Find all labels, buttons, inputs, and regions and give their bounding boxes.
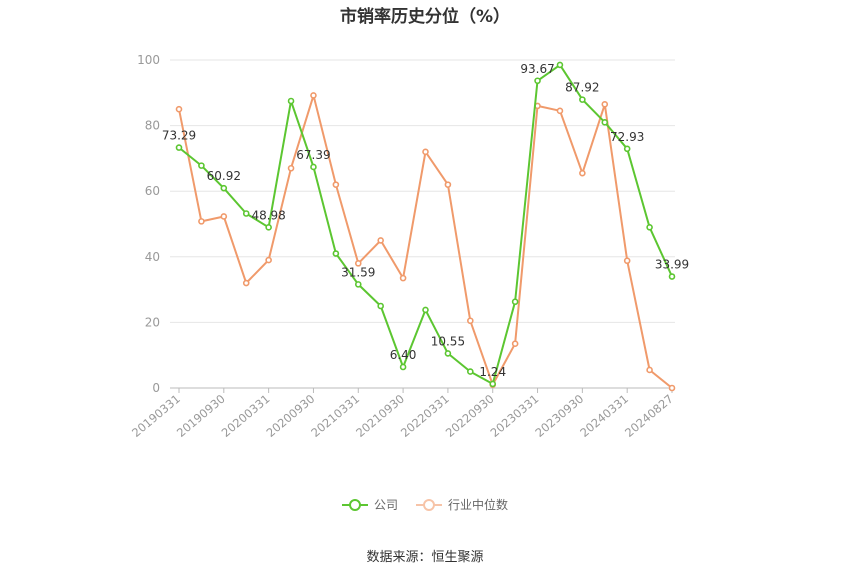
- data-point-company: [175, 144, 183, 151]
- data-point-company: [265, 224, 272, 231]
- source-note: 数据来源：恒生聚源: [366, 550, 484, 565]
- data-point-company: [354, 281, 362, 288]
- data-point-company: [556, 61, 564, 69]
- legend: 公司 行业中位数: [0, 496, 850, 513]
- y-axis: 0 20 40 60 80 100: [137, 53, 160, 395]
- data-point-industry-median: [377, 237, 384, 244]
- data-point-company: [377, 302, 384, 310]
- data-label: 87.92: [565, 81, 599, 95]
- data-point-industry-median: [287, 164, 295, 172]
- data-point-company: [399, 363, 407, 371]
- data-point-company: [511, 298, 519, 306]
- y-tick-label: 100: [137, 53, 160, 67]
- x-tick-label: 20190331: [129, 392, 183, 440]
- x-tick-label: 20240331: [577, 392, 631, 440]
- legend-item-company[interactable]: 公司: [341, 496, 398, 513]
- data-point-company: [534, 77, 541, 85]
- data-point-industry-median: [511, 340, 519, 348]
- data-point-industry-median: [175, 105, 183, 113]
- legend-swatch-industry-median: [416, 498, 442, 511]
- y-tick-label: 20: [145, 315, 160, 329]
- data-point-company: [668, 273, 676, 280]
- data-point-industry-median: [332, 181, 340, 188]
- legend-label-company: 公司: [373, 498, 398, 512]
- data-point-industry-median: [399, 274, 407, 282]
- data-point-company: [646, 223, 653, 231]
- x-axis: 2019033120190930202003312020093020210331…: [129, 387, 676, 440]
- x-tick-label: 20190930: [174, 392, 228, 440]
- data-label: 6.40: [390, 348, 417, 362]
- data-point-industry-median: [444, 181, 452, 188]
- data-label: 67.39: [296, 148, 330, 162]
- data-point-company: [579, 96, 586, 103]
- data-point-company: [601, 119, 609, 126]
- data-point-industry-median: [601, 100, 609, 108]
- data-point-company: [242, 210, 250, 217]
- data-point-industry-median: [579, 169, 586, 177]
- x-tick-label: 20210930: [353, 392, 407, 440]
- data-point-company: [310, 163, 317, 171]
- data-point-industry-median: [556, 107, 564, 115]
- data-point-industry-median: [310, 92, 317, 99]
- data-label: 31.59: [341, 265, 375, 279]
- data-label: 60.92: [207, 169, 241, 183]
- data-point-company: [220, 184, 228, 192]
- x-tick-label: 20230331: [488, 392, 542, 440]
- data-point-industry-median: [422, 148, 429, 156]
- data-label: 73.29: [162, 129, 196, 143]
- x-tick-label: 20220331: [398, 392, 452, 440]
- data-point-industry-median: [198, 218, 205, 225]
- data-point-industry-median: [467, 317, 474, 325]
- data-label: 10.55: [431, 334, 465, 348]
- data-point-company: [444, 350, 452, 357]
- data-point-company: [623, 145, 631, 153]
- legend-swatch-company: [341, 498, 368, 511]
- data-point-company: [422, 306, 429, 314]
- data-point-industry-median: [265, 256, 272, 264]
- data-label: 33.99: [655, 258, 689, 272]
- series-line-company: [178, 63, 673, 385]
- x-tick-label: 20200331: [219, 392, 273, 440]
- data-point-company: [198, 162, 205, 169]
- grid-lines: [170, 59, 675, 323]
- data-point-industry-median: [668, 384, 676, 392]
- data-labels: 73.29 60.92 48.98 67.39 31.59 6.40 10.55 1.24 93…: [162, 62, 689, 379]
- data-label: 72.93: [610, 130, 644, 144]
- chart-title: 市销率历史分位（%）: [339, 7, 511, 27]
- data-point-industry-median: [623, 257, 631, 265]
- data-point-industry-median: [354, 260, 362, 267]
- y-tick-label: 80: [145, 119, 160, 133]
- legend-label-industry-median: 行业中位数: [448, 498, 509, 512]
- y-tick-label: 0: [152, 381, 160, 395]
- data-label: 1.24: [479, 365, 506, 379]
- series-group: [175, 61, 676, 392]
- data-label: 48.98: [251, 208, 285, 222]
- data-point-company: [467, 368, 474, 375]
- x-tick-label: 20230930: [532, 392, 586, 440]
- data-point-industry-median: [242, 279, 250, 287]
- data-point-industry-median: [646, 366, 653, 374]
- x-tick-label: 20200930: [264, 392, 318, 440]
- y-tick-label: 40: [145, 250, 160, 264]
- x-tick-label: 20210331: [308, 392, 362, 440]
- x-tick-label: 20240827: [622, 392, 676, 440]
- data-point-company: [287, 97, 295, 105]
- legend-item-industry-median[interactable]: 行业中位数: [416, 496, 508, 513]
- series-line-industry-median: [178, 94, 673, 389]
- data-point-company: [332, 250, 340, 257]
- data-label: 93.67: [520, 62, 554, 76]
- y-tick-label: 60: [145, 184, 160, 198]
- data-point-industry-median: [220, 213, 228, 220]
- data-point-company: [489, 380, 497, 388]
- x-tick-label: 20220930: [443, 392, 497, 440]
